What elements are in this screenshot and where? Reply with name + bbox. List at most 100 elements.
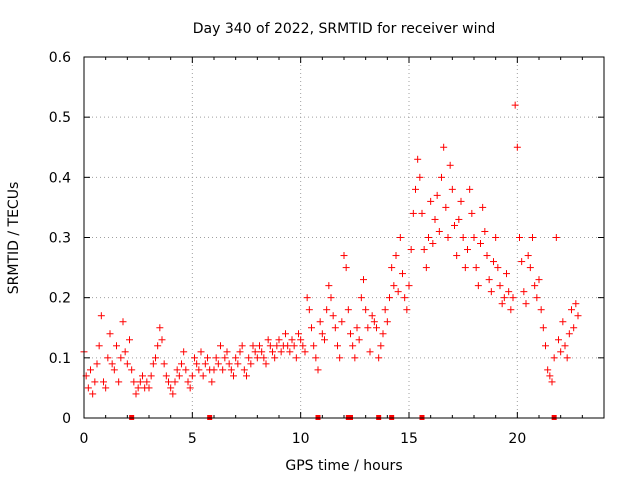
data-point	[91, 378, 99, 386]
data-point	[97, 312, 105, 320]
data-point	[173, 366, 181, 374]
data-point	[188, 372, 196, 380]
data-point	[297, 336, 305, 344]
data-point	[165, 378, 172, 386]
data-point	[247, 360, 255, 368]
data-point	[102, 384, 110, 392]
data-point	[550, 354, 558, 362]
y-tick-label: 0	[62, 411, 71, 427]
data-point	[466, 185, 474, 193]
data-point	[204, 354, 211, 362]
data-point	[487, 288, 495, 296]
data-point	[479, 203, 487, 211]
y-tick-label: 0.6	[49, 50, 71, 66]
data-point	[526, 264, 534, 272]
data-point	[464, 246, 471, 254]
data-point	[191, 354, 198, 362]
data-point	[509, 294, 517, 302]
data-point	[542, 342, 549, 350]
data-point	[266, 342, 274, 350]
data-point	[184, 378, 192, 386]
data-point	[401, 294, 409, 302]
data-point	[115, 378, 123, 386]
data-point	[217, 342, 224, 350]
data-point	[93, 360, 101, 368]
data-point	[396, 234, 404, 241]
data-point	[136, 378, 144, 386]
data-point	[338, 318, 346, 326]
data-point	[256, 342, 263, 350]
data-point	[269, 348, 276, 356]
data-point	[362, 306, 370, 314]
data-point	[392, 252, 400, 260]
data-point	[390, 282, 398, 290]
data-point	[453, 252, 461, 260]
data-point	[89, 390, 97, 398]
data-point	[448, 185, 456, 193]
data-point	[245, 354, 253, 362]
data-point	[238, 342, 246, 350]
data-point	[147, 372, 155, 380]
data-point	[195, 366, 203, 374]
data-point	[123, 360, 131, 368]
data-point	[167, 384, 175, 392]
data-point	[546, 372, 554, 380]
data-point	[357, 294, 365, 302]
data-point	[368, 312, 376, 320]
data-point	[468, 209, 476, 217]
data-point	[106, 330, 114, 338]
data-point	[295, 330, 302, 338]
data-point	[227, 366, 235, 374]
data-point	[494, 264, 502, 272]
data-point	[535, 276, 543, 284]
data-point	[360, 276, 367, 284]
data-point	[522, 300, 530, 308]
data-point	[355, 336, 363, 344]
x-tick-label: 15	[400, 431, 418, 447]
data-point	[520, 288, 528, 296]
data-point	[490, 258, 497, 266]
data-point	[286, 348, 294, 356]
y-tick-label: 0.4	[49, 170, 71, 186]
data-point	[563, 354, 571, 362]
data-point	[314, 366, 322, 374]
data-point	[399, 270, 406, 278]
data-point	[531, 282, 539, 290]
data-point	[130, 378, 138, 386]
data-point	[416, 173, 424, 181]
data-point	[178, 360, 185, 368]
data-point	[474, 282, 482, 290]
data-point	[128, 366, 136, 374]
data-point	[505, 288, 513, 296]
data-point	[327, 294, 335, 302]
data-point	[455, 215, 463, 223]
data-point	[258, 348, 266, 356]
data-point	[132, 390, 140, 398]
data-point	[446, 161, 454, 169]
data-point	[483, 252, 491, 260]
data-point	[570, 324, 578, 332]
data-point	[160, 360, 168, 368]
data-point	[379, 330, 387, 338]
data-point	[84, 384, 92, 392]
data-point	[344, 306, 352, 314]
data-point	[565, 330, 573, 338]
data-point	[284, 342, 292, 350]
data-point	[347, 330, 354, 338]
data-point	[388, 264, 396, 272]
data-point	[282, 330, 289, 338]
data-point	[171, 378, 179, 386]
data-point	[518, 258, 526, 266]
data-point	[180, 348, 188, 356]
x-axis-label: GPS time / hours	[285, 458, 402, 474]
data-point	[334, 342, 341, 350]
data-point	[305, 306, 313, 314]
data-point	[303, 294, 311, 302]
data-point	[451, 221, 458, 229]
data-point	[288, 336, 296, 344]
data-point	[199, 372, 207, 380]
data-point	[310, 342, 318, 350]
y-tick-label: 0.3	[49, 231, 71, 247]
data-point	[277, 348, 285, 356]
data-point	[442, 203, 450, 211]
